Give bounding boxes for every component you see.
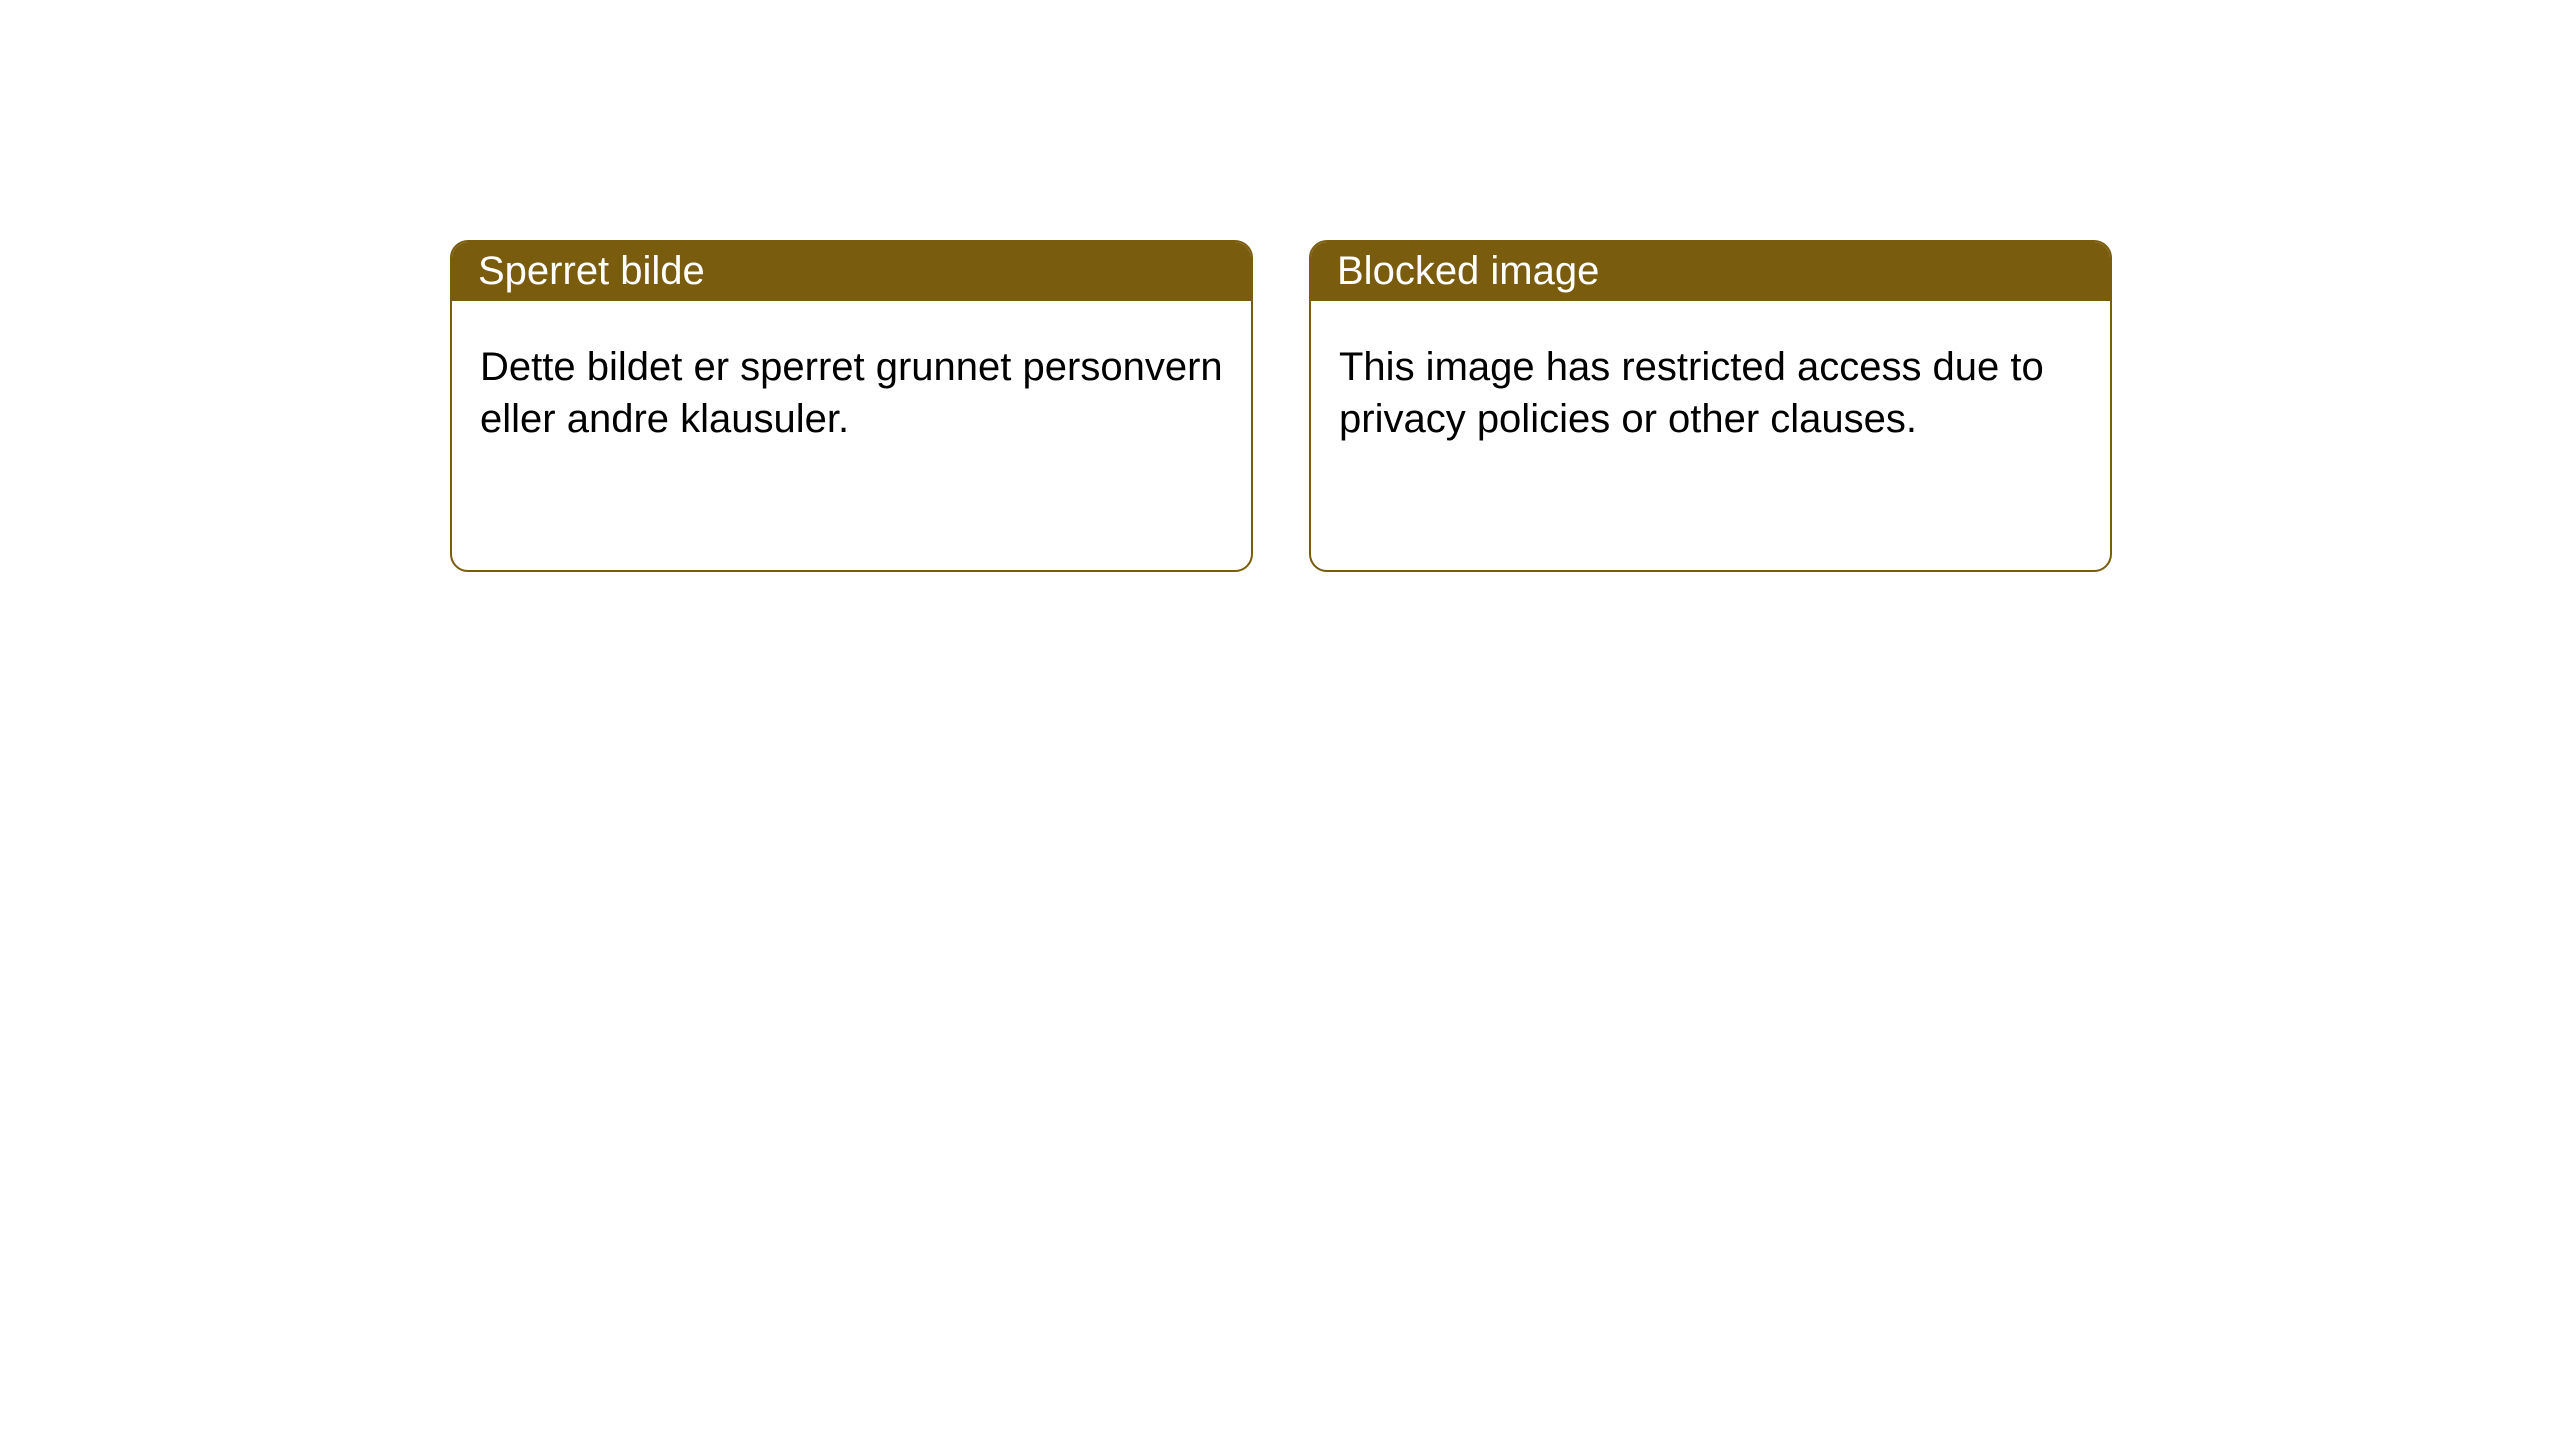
notices-container: Sperret bilde Dette bildet er sperret gr… [0,0,2560,572]
notice-header-english: Blocked image [1311,242,2110,301]
notice-header-norwegian: Sperret bilde [452,242,1251,301]
notice-body-english: This image has restricted access due to … [1311,301,2110,485]
notice-body-norwegian: Dette bildet er sperret grunnet personve… [452,301,1251,485]
notice-box-norwegian: Sperret bilde Dette bildet er sperret gr… [450,240,1253,572]
notice-box-english: Blocked image This image has restricted … [1309,240,2112,572]
